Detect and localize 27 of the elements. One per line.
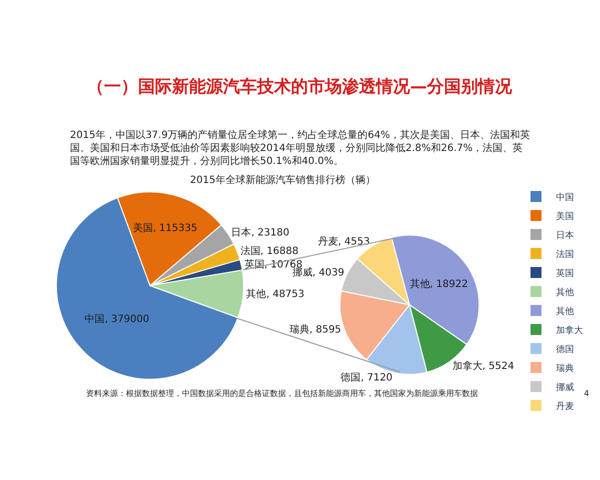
data-label: 瑞典, 8595 — [289, 324, 342, 336]
legend-label: 加拿大 — [556, 325, 583, 336]
data-label: 德国, 7120 — [340, 372, 393, 384]
text: 2015年全球新能源汽车销售排行榜（辆） — [190, 174, 376, 186]
data-label: 其他, 48753 — [246, 288, 304, 300]
legend-label: 瑞典 — [556, 363, 574, 374]
legend-label: 挪威 — [556, 382, 574, 394]
data-label: 加拿大, 5524 — [452, 360, 514, 372]
legend-label: 日本 — [556, 230, 574, 242]
legend-label: 美国 — [556, 211, 574, 222]
legend-label: 其他 — [556, 287, 574, 298]
legend-label: 法国 — [556, 249, 574, 260]
legend-label: 丹麦 — [556, 401, 574, 412]
legend-label: 中国 — [556, 192, 574, 204]
data-label: 其他, 18922 — [410, 278, 468, 290]
chart-title: （一）国际新能源汽车技术的市场渗透情况—分国别情况 — [87, 77, 513, 97]
legend-label: 其他 — [556, 306, 574, 318]
legend-label: 德国 — [556, 344, 574, 356]
data-label: 法国, 16888 — [240, 244, 298, 257]
text: 4 — [584, 389, 590, 398]
text: 资料来源：根据数据整理，中国数据采用的是合格证数据，且包括新能源商用车，其他国家为新能源乘用车数据 — [86, 389, 478, 398]
data-label: 日本, 23180 — [231, 226, 290, 238]
data-label: 中国, 379000 — [84, 312, 150, 325]
data-label: 丹麦, 4553 — [318, 235, 370, 248]
legend-label: 英国 — [556, 268, 574, 280]
chart-subtitle: 2015年，中国以37.9万辆的产销量位居全球第一，约占全球总量的64%，其次是美国、日本、法国和英国。美国和日本市场受低油价等因素影响较2014年明显放缓，分别同比降低2.8%和26.7%，法国、英国等欧洲国家销量明显提升，分别同比增长50.1%和40.0%。 — [70, 129, 530, 167]
data-label: 美国, 115335 — [132, 222, 198, 234]
